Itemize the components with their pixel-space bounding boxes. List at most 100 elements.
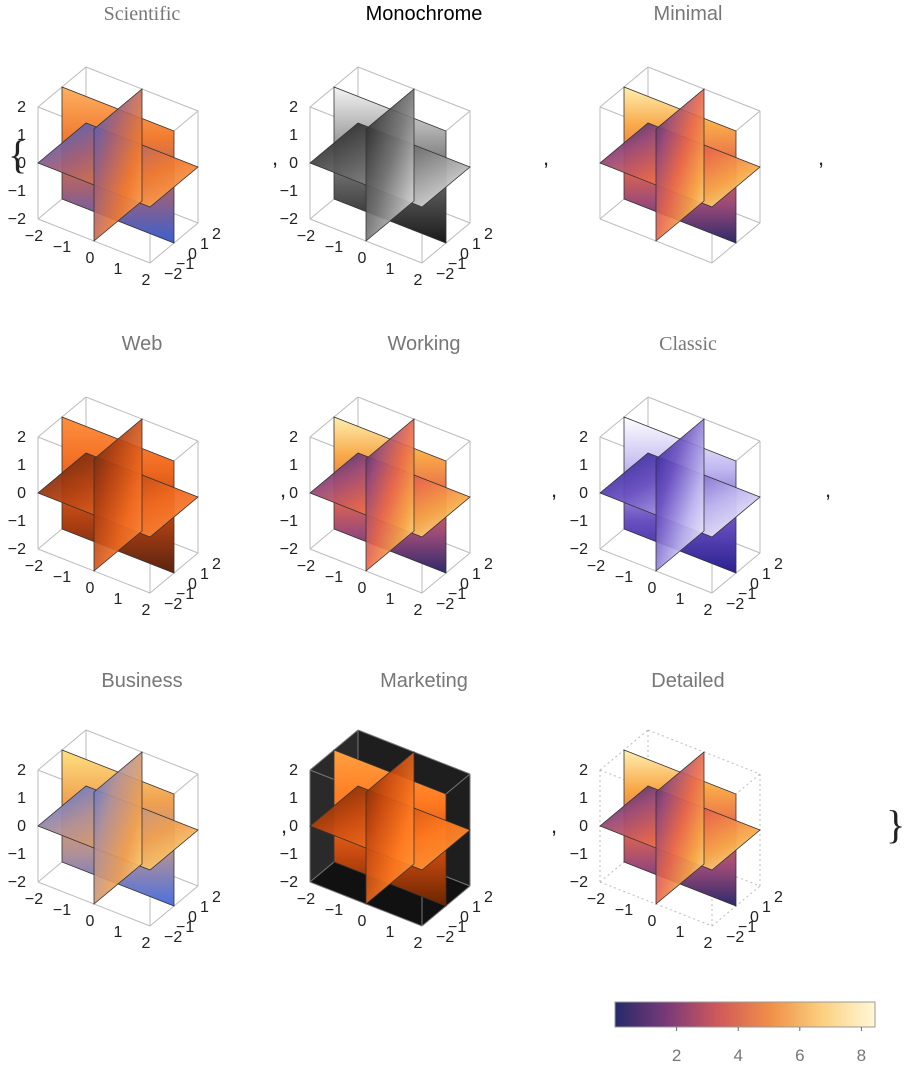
x-tick-label: 2	[704, 602, 713, 619]
y-tick-label: 1	[200, 236, 209, 253]
x-tick-label: −1	[53, 569, 71, 586]
z-tick-label: −1	[8, 183, 26, 200]
panel-title: Monochrome	[366, 3, 483, 25]
z-tick-label: −2	[8, 211, 26, 228]
z-tick-label: 1	[579, 457, 588, 474]
x-tick-label: 2	[142, 935, 151, 952]
y-tick-label: 2	[774, 556, 783, 573]
x-tick-label: 0	[86, 580, 95, 597]
z-tick-label: 1	[289, 127, 298, 144]
y-tick-label: 1	[472, 566, 481, 583]
x-tick-label: 0	[358, 913, 367, 930]
panel-title: Business	[101, 670, 182, 692]
y-tick-label: 1	[472, 236, 481, 253]
x-tick-label: 0	[86, 250, 95, 267]
y-tick-label: −1	[176, 586, 194, 603]
plot-panel: Minimal	[599, 3, 761, 264]
y-tick-label: 0	[188, 576, 197, 593]
z-tick-label: 2	[289, 99, 298, 116]
y-tick-label: 2	[484, 226, 493, 243]
y-tick-label: −1	[176, 919, 194, 936]
color-bar	[614, 1001, 876, 1028]
y-tick-label: −1	[448, 256, 466, 273]
x-tick-label: 2	[414, 602, 423, 619]
y-tick-label: 2	[484, 889, 493, 906]
x-tick-label: 2	[414, 272, 423, 289]
y-tick-label: 0	[460, 576, 469, 593]
y-tick-label: 0	[460, 909, 469, 926]
y-tick-label: 1	[200, 899, 209, 916]
panel-title: Working	[388, 333, 461, 355]
z-tick-label: 2	[17, 762, 26, 779]
list-separator: ,	[551, 477, 557, 502]
y-tick-label: 2	[774, 889, 783, 906]
x-tick-label: 1	[114, 924, 123, 941]
x-tick-label: 2	[704, 935, 713, 952]
z-tick-label: 0	[17, 818, 26, 835]
z-tick-label: 2	[579, 762, 588, 779]
y-tick-label: −1	[448, 919, 466, 936]
z-tick-label: −2	[570, 874, 588, 891]
list-separator: ,	[272, 145, 278, 170]
x-tick-label: −1	[325, 239, 343, 256]
plane-yz	[365, 88, 415, 242]
z-tick-label: −2	[280, 874, 298, 891]
x-tick-label: −2	[297, 228, 315, 245]
plane-yz	[655, 751, 705, 905]
y-tick-label: 0	[460, 246, 469, 263]
z-tick-label: 0	[579, 818, 588, 835]
z-tick-label: −1	[280, 183, 298, 200]
y-tick-label: −2	[436, 266, 454, 283]
y-tick-label: 0	[188, 246, 197, 263]
z-tick-label: −1	[8, 513, 26, 530]
z-tick-label: −2	[280, 541, 298, 558]
y-tick-label: 1	[472, 899, 481, 916]
panel-title: Minimal	[654, 3, 723, 25]
panel-title: Marketing	[380, 670, 468, 692]
z-tick-label: 0	[289, 485, 298, 502]
panel-title: Web	[122, 333, 163, 355]
x-tick-label: 1	[114, 591, 123, 608]
z-tick-label: 0	[17, 155, 26, 172]
list-separator: ,	[551, 813, 557, 838]
panel-title: Scientific	[104, 3, 181, 25]
z-tick-label: 2	[17, 99, 26, 116]
y-tick-label: −2	[164, 596, 182, 613]
y-tick-label: −2	[436, 929, 454, 946]
z-tick-label: −1	[8, 846, 26, 863]
x-tick-label: −1	[325, 902, 343, 919]
x-tick-label: 1	[386, 591, 395, 608]
plane-yz	[93, 88, 143, 242]
x-tick-label: −2	[587, 558, 605, 575]
x-tick-label: 2	[142, 602, 151, 619]
y-tick-label: −2	[164, 929, 182, 946]
z-tick-label: 1	[289, 790, 298, 807]
x-tick-label: 2	[414, 935, 423, 952]
x-tick-label: −2	[297, 891, 315, 908]
x-tick-label: 1	[386, 261, 395, 278]
y-tick-label: 2	[484, 556, 493, 573]
close-brace: }	[886, 802, 905, 847]
open-brace: {	[8, 132, 27, 177]
x-tick-label: 1	[676, 591, 685, 608]
color-bar-label: 8	[857, 1046, 866, 1065]
color-bar-label: 6	[795, 1046, 804, 1065]
y-tick-label: −2	[436, 596, 454, 613]
x-tick-label: −1	[325, 569, 343, 586]
plane-yz	[655, 418, 705, 572]
z-tick-label: 2	[289, 429, 298, 446]
z-tick-label: 0	[579, 485, 588, 502]
z-tick-label: 1	[17, 457, 26, 474]
z-tick-label: 2	[289, 762, 298, 779]
z-tick-label: 1	[579, 790, 588, 807]
y-tick-label: 0	[188, 909, 197, 926]
list-separator: ,	[543, 145, 549, 170]
x-tick-label: 0	[358, 580, 367, 597]
x-tick-label: 1	[114, 261, 123, 278]
list-separator: ,	[818, 145, 824, 170]
list-separator: ,	[281, 813, 287, 838]
